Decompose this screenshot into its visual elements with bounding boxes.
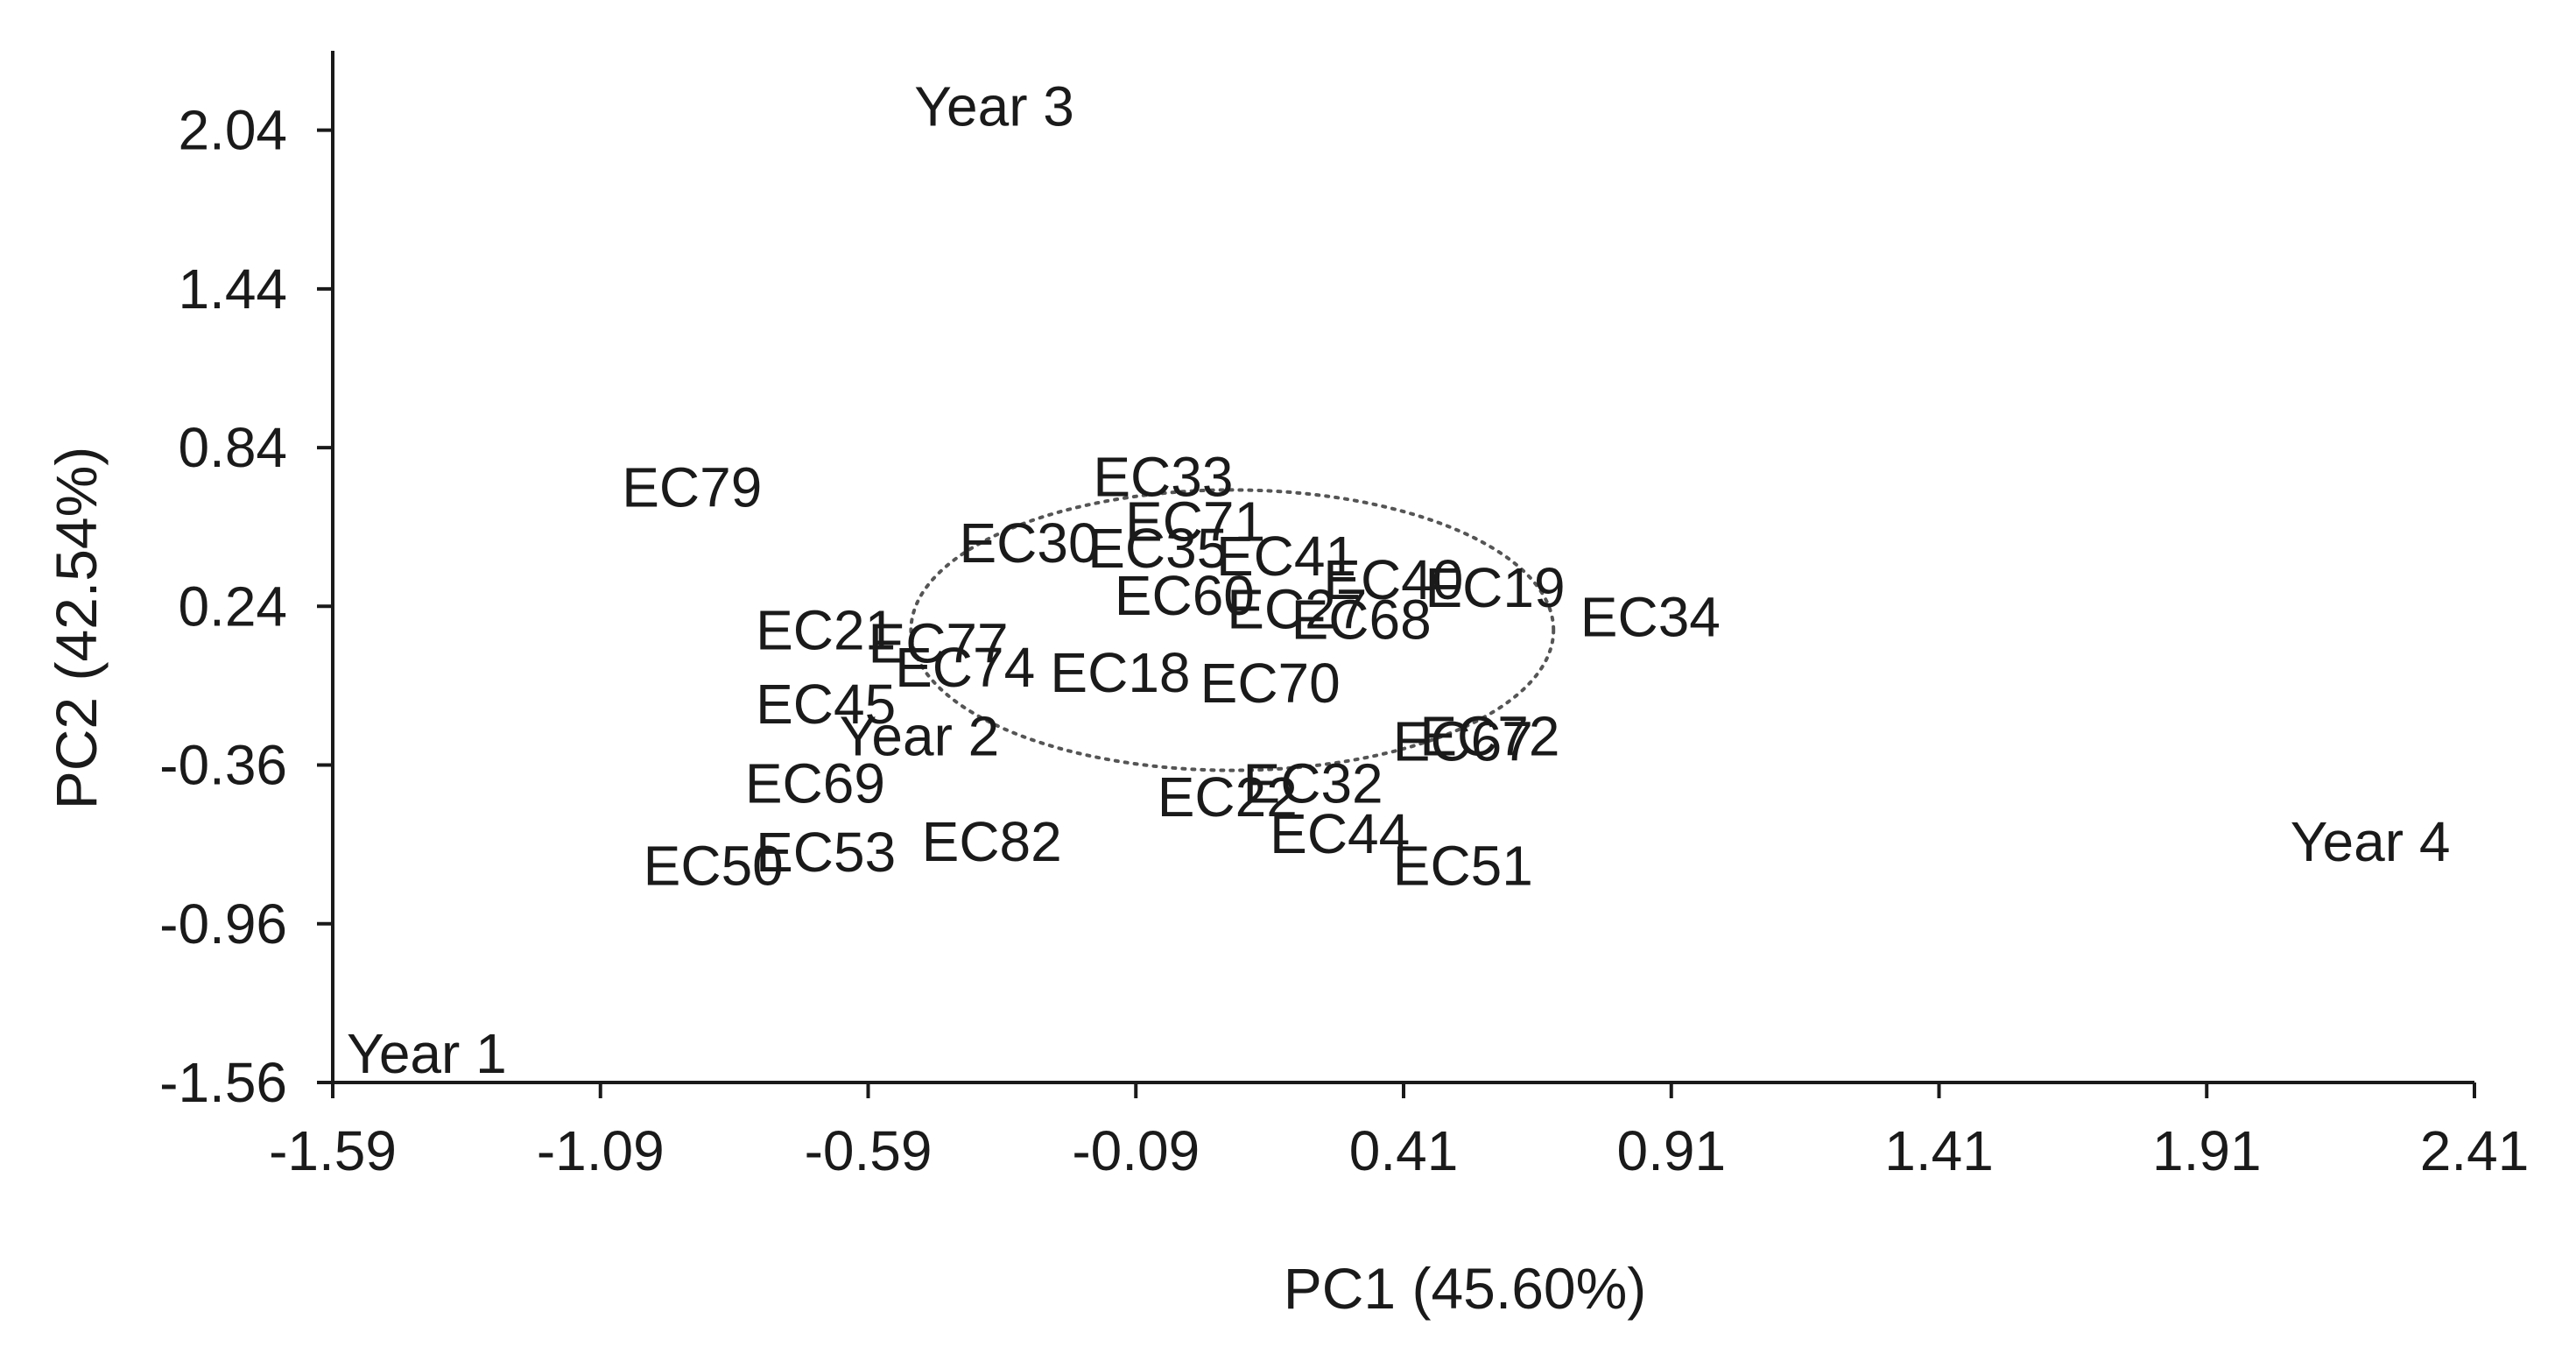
x-tick-label: -0.59 — [805, 1119, 933, 1182]
point-label: EC27 — [1227, 577, 1367, 640]
y-ticks: -1.56 -0.96 -0.36 0.24 0.84 1.44 2.04 — [159, 99, 333, 1114]
year-label: Year 1 — [347, 1022, 507, 1085]
point-label: EC41 — [1216, 525, 1356, 588]
year-label: Year 4 — [2291, 810, 2451, 873]
point-label: EC60 — [1115, 564, 1255, 627]
y-tick-label: 1.44 — [178, 257, 287, 321]
point-label: EC53 — [756, 821, 896, 884]
point-label: EC51 — [1393, 834, 1533, 897]
x-tick-label: 1.41 — [1884, 1119, 1994, 1182]
point-label: EC71 — [1125, 490, 1265, 554]
year-label: Year 2 — [840, 704, 1000, 767]
x-axis-title: PC1 (45.60%) — [1284, 1256, 1647, 1321]
point-label: EC34 — [1580, 585, 1721, 648]
y-tick-label: -0.36 — [159, 734, 287, 797]
x-tick-label: -0.09 — [1072, 1119, 1200, 1182]
axes: -1.59 -1.09 -0.59 -0.09 0.41 0.91 1.41 1.91 2.41… — [159, 51, 2529, 1182]
y-tick-label: 2.04 — [178, 99, 287, 162]
point-label: EC69 — [745, 752, 885, 815]
point-label: EC68 — [1292, 588, 1432, 651]
y-tick-label: 0.84 — [178, 416, 287, 479]
point-label: EC82 — [922, 810, 1062, 873]
point-label: EC35 — [1087, 517, 1228, 580]
point-label: EC33 — [1093, 445, 1233, 508]
point-label: EC77 — [869, 612, 1009, 675]
confidence-ellipse — [909, 488, 1556, 772]
point-label: EC22 — [1158, 765, 1298, 829]
y-tick-label: -1.56 — [159, 1051, 287, 1114]
x-tick-label: 1.91 — [2152, 1119, 2262, 1182]
x-tick-label: -1.09 — [537, 1119, 665, 1182]
x-tick-label: 0.91 — [1616, 1119, 1726, 1182]
x-tick-label: -1.59 — [269, 1119, 397, 1182]
point-label: EC79 — [622, 455, 762, 518]
point-label: EC44 — [1270, 802, 1410, 865]
x-tick-label: 0.41 — [1349, 1119, 1459, 1182]
point-label: EC50 — [644, 834, 784, 897]
year-label: Year 3 — [914, 74, 1074, 138]
y-tick-label: -0.96 — [159, 892, 287, 956]
point-label: EC72 — [1419, 704, 1559, 767]
point-label: EC18 — [1050, 641, 1190, 704]
point-label: EC32 — [1243, 752, 1383, 815]
point-label: EC19 — [1425, 556, 1565, 619]
point-label: EC67 — [1393, 709, 1533, 772]
y-axis-title: PC2 (42.54%) — [44, 447, 109, 810]
point-label: EC30 — [959, 511, 1099, 575]
point-label: EC74 — [895, 636, 1035, 699]
point-label: EC21 — [756, 598, 896, 661]
point-label: EC70 — [1200, 652, 1341, 715]
x-tick-label: 2.41 — [2420, 1119, 2530, 1182]
x-ticks: -1.59 -1.09 -0.59 -0.09 0.41 0.91 1.41 1.91 2.41 — [269, 1082, 2529, 1182]
y-tick-label: 0.24 — [178, 575, 287, 638]
point-label: EC40 — [1323, 548, 1463, 611]
point-label: EC45 — [756, 673, 896, 736]
year-labels: Year 1 Year 2 Year 3 Year 4 — [347, 74, 2450, 1084]
